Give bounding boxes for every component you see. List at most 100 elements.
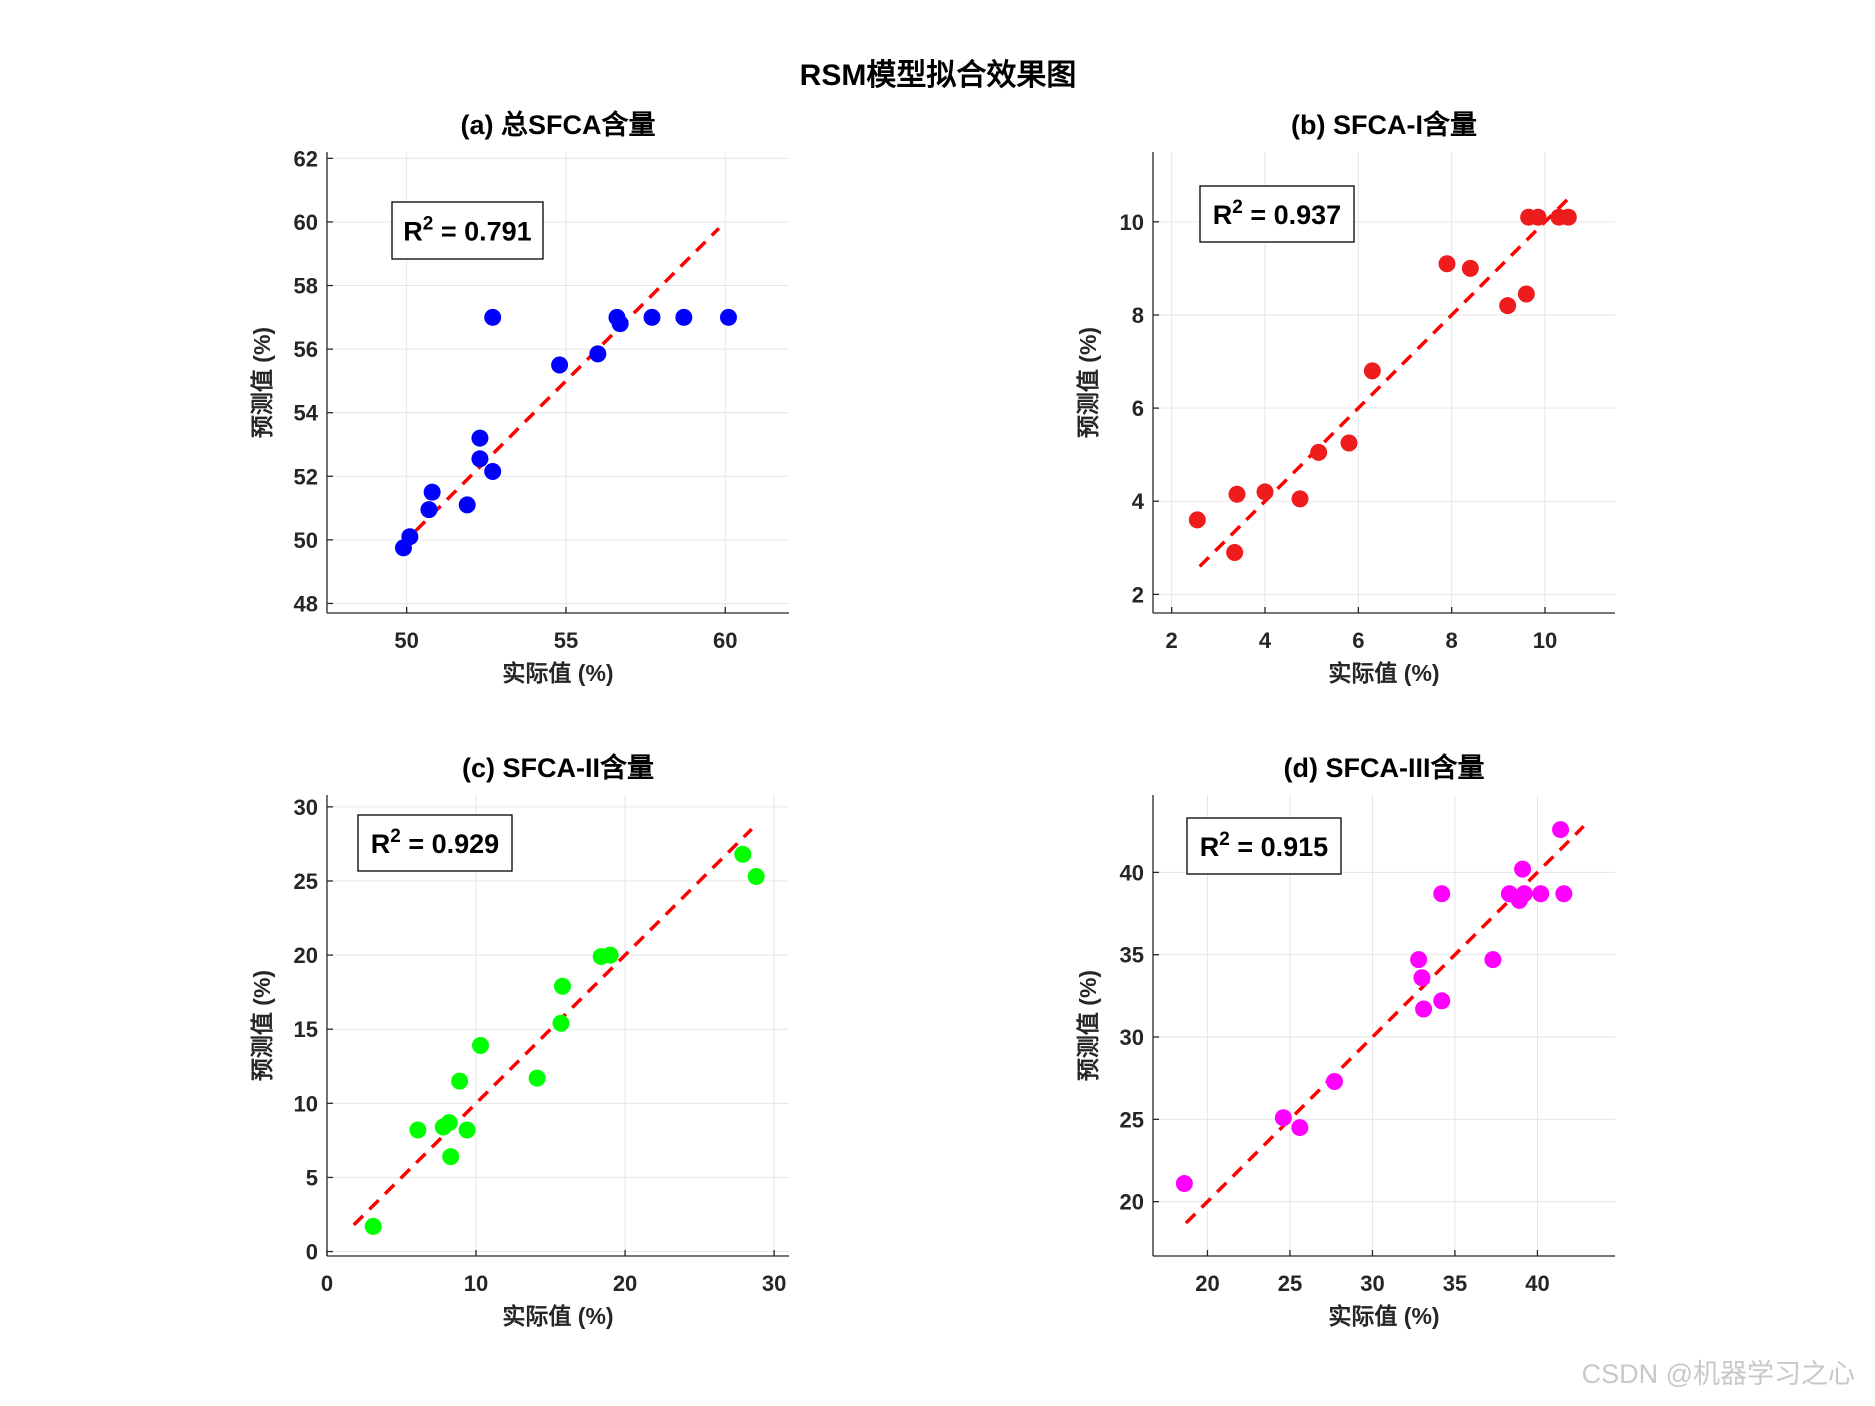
fit-line [352,827,753,1227]
panel-a: 50 55 60 48 50 52 54 56 58 60 62 R2 = 0.791 (a) 总SFC… [249,109,789,686]
y-axis-label: 预测值 (%) [249,327,275,438]
x-axis-label: 实际值 (%) [1328,1303,1439,1329]
x-axis-label: 实际值 (%) [1328,660,1439,686]
x-tick-label: 4 [1259,628,1272,653]
data-point [1310,443,1328,461]
data-point [1291,490,1309,508]
data-point [1555,885,1573,903]
r2-label: R2 = 0.929 [371,826,499,859]
y-tick-label: 40 [1120,860,1144,885]
data-point [601,946,619,964]
r2-label: R2 = 0.915 [1200,829,1328,862]
data-point [1438,255,1456,273]
y-tick-label: 52 [294,464,318,489]
y-axis-label: 预测值 (%) [1075,327,1101,438]
y-tick-label: 4 [1132,489,1145,514]
data-point [1228,485,1246,503]
panel-title: (a) 总SFCA含量 [461,109,656,140]
data-point [458,496,476,514]
r2-value: = 0.937 [1243,200,1341,230]
r2-exponent: 2 [390,826,401,847]
data-point [1433,992,1451,1010]
figure-title: RSM模型拟合效果图 [800,58,1077,92]
x-tick-label: 0 [321,1271,333,1296]
data-point [1517,285,1535,303]
credit-text: CSDN @机器学习之心 [1582,1359,1855,1389]
data-point [1410,951,1428,969]
y-tick-label: 35 [1120,943,1144,968]
data-point [1326,1072,1343,1090]
r2-prefix: R [403,217,423,247]
y-tick-label: 0 [306,1240,318,1265]
data-point [611,315,629,333]
y-tick-label: 54 [294,401,319,426]
data-point [734,845,752,863]
y-tick-label: 10 [294,1091,318,1116]
r2-box [1199,185,1355,243]
r2-prefix: R [371,829,391,859]
data-point [553,977,571,995]
y-tick-label: 2 [1132,582,1144,607]
data-point [458,1121,476,1139]
y-axis-label: 预测值 (%) [1075,970,1101,1081]
data-point [1274,1109,1292,1127]
data-point [1226,543,1244,561]
x-axis-label: 实际值 (%) [502,660,613,686]
x-tick-label: 35 [1443,1271,1467,1296]
data-point [643,308,661,326]
r2-value: = 0.915 [1230,832,1328,862]
x-tick-label: 40 [1525,1271,1549,1296]
fit-line [399,227,721,548]
data-point [442,1148,460,1166]
y-tick-label: 48 [294,591,318,616]
data-point [589,345,607,363]
data-point [719,308,737,326]
y-tick-label: 8 [1132,303,1144,328]
r2-prefix: R [1213,200,1233,230]
data-point [1363,362,1381,380]
data-point [1514,860,1532,878]
x-tick-label: 30 [1360,1271,1384,1296]
data-point [471,429,489,447]
panel-c: 0 10 20 30 0 5 10 15 20 25 30 R2 = 0.929 (c) SFCA-II… [249,752,789,1329]
r2-exponent: 2 [1232,197,1243,218]
panel-title: (d) SFCA-III含量 [1284,752,1485,783]
x-tick-label: 8 [1446,628,1458,653]
data-point [528,1069,546,1087]
x-tick-label: 10 [1533,628,1557,653]
data-point [1484,951,1502,969]
r2-exponent: 2 [423,214,434,235]
data-point [1499,297,1517,315]
r2-exponent: 2 [1219,829,1230,850]
data-point [1291,1119,1309,1137]
x-tick-label: 25 [1278,1271,1302,1296]
data-point [451,1072,469,1090]
x-tick-label: 50 [394,628,418,653]
data-point [423,483,441,501]
y-tick-label: 56 [294,337,318,362]
data-point [1256,483,1274,501]
data-point [484,308,502,326]
r2-box [1186,817,1342,875]
r2-value: = 0.929 [401,829,499,859]
data-point [1413,969,1431,987]
r2-label: R2 = 0.937 [1213,197,1341,230]
data-point [440,1114,458,1132]
x-tick-label: 20 [613,1271,637,1296]
y-tick-label: 20 [294,943,318,968]
data-point [747,868,765,886]
data-point [1461,259,1479,277]
panel-title: (b) SFCA-I含量 [1291,109,1477,140]
y-tick-label: 62 [294,146,318,171]
data-point [1188,511,1206,529]
y-tick-label: 15 [294,1017,318,1042]
x-axis-label: 实际值 (%) [502,1303,613,1329]
data-point [551,356,569,374]
r2-value: = 0.791 [433,217,531,247]
y-tick-label: 30 [1120,1025,1144,1050]
r2-label: R2 = 0.791 [403,214,531,247]
data-point [484,463,502,481]
